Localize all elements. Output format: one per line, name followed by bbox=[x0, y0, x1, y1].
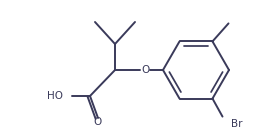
Text: HO: HO bbox=[47, 91, 63, 101]
Text: O: O bbox=[94, 117, 102, 127]
Text: O: O bbox=[141, 65, 149, 75]
Text: Br: Br bbox=[231, 119, 243, 129]
